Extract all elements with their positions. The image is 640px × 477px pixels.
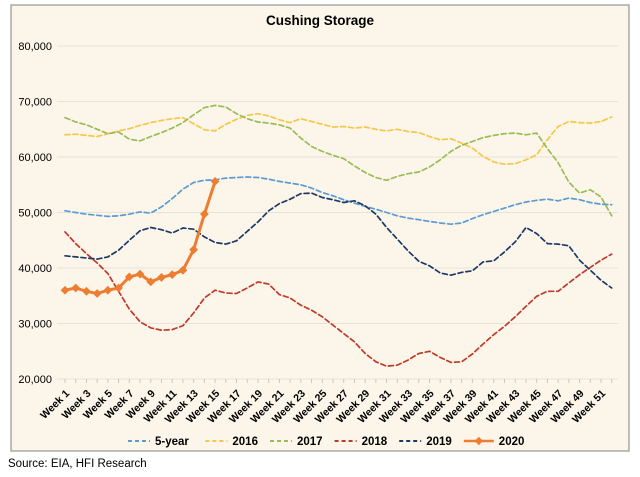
series-5-year-line: [64, 176, 613, 226]
series-2019-line: [64, 192, 613, 289]
legend-label-2020: 2020: [499, 436, 525, 448]
series-2020-marker: [189, 245, 199, 255]
y-axis-labels: 20,000 30,000 40,000 50,000 60,000 70,000 80,0…: [18, 41, 52, 386]
legend-item-2016: 2016: [205, 436, 258, 448]
chart-title: Cushing Storage: [266, 13, 374, 28]
legend-item-2019: 2019: [399, 436, 452, 448]
series-2020-marker: [210, 177, 220, 186]
legend-item-2017: 2017: [270, 436, 323, 448]
legend-label-2017: 2017: [297, 436, 323, 448]
legend-marker-2020: [474, 436, 484, 446]
y-tick-label: 50,000: [18, 208, 52, 220]
series-2016-line: [64, 112, 613, 166]
series-2018-line: [64, 231, 613, 368]
y-tick-label: 20,000: [18, 374, 52, 386]
y-tick-label: 60,000: [18, 152, 52, 164]
legend-label-2016: 2016: [232, 436, 258, 448]
data-series: [60, 104, 613, 368]
chart-plot-background: [10, 4, 630, 452]
legend-label-5-year: 5-year: [155, 436, 189, 448]
legend-item-5-year: 5-year: [128, 436, 189, 448]
y-tick-label: 40,000: [18, 263, 52, 275]
source-note: Source: EIA, HFI Research: [8, 458, 147, 470]
legend-label-2019: 2019: [426, 436, 452, 448]
legend-item-2018: 2018: [334, 436, 388, 448]
y-tick-label: 80,000: [18, 41, 52, 53]
legend-item-2020: 2020: [463, 436, 525, 448]
chart-legend: 5-year 2016 2017 2018 2019 2020: [128, 436, 524, 448]
axis-ticks: [64, 379, 613, 383]
legend-label-2018: 2018: [362, 436, 388, 448]
y-tick-label: 30,000: [18, 319, 52, 331]
series-2020-marker: [199, 209, 209, 219]
series-2017-line: [64, 104, 613, 217]
y-tick-label: 70,000: [18, 97, 52, 109]
